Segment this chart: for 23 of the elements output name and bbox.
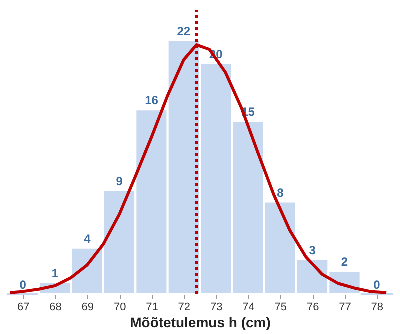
x-tick-label: 68 <box>50 302 62 314</box>
x-tick-label: 72 <box>178 302 191 314</box>
data-label: 16 <box>145 94 159 108</box>
data-label: 3 <box>309 243 316 258</box>
x-tick-label: 73 <box>210 302 223 314</box>
data-label: 0 <box>374 278 381 292</box>
x-tick-label: 71 <box>146 302 158 314</box>
data-label: 9 <box>116 174 124 188</box>
x-tick-label: 74 <box>242 302 255 314</box>
data-label: 2 <box>341 254 348 269</box>
data-label: 4 <box>84 232 92 246</box>
x-tick-label: 67 <box>17 302 30 314</box>
x-tick-label: 78 <box>371 302 384 314</box>
data-label: 0 <box>20 278 27 292</box>
x-tick-label: 75 <box>274 302 288 314</box>
x-tick-label: 70 <box>114 302 126 314</box>
x-axis-title: Mõõtetulemus h (cm) <box>130 314 271 330</box>
x-tick-label: 77 <box>339 302 352 314</box>
data-label: 22 <box>177 24 191 38</box>
x-tick-label: 69 <box>82 302 94 314</box>
data-label: 1 <box>52 266 59 280</box>
x-tick-label: 76 <box>306 302 320 314</box>
data-label: 8 <box>277 186 284 200</box>
